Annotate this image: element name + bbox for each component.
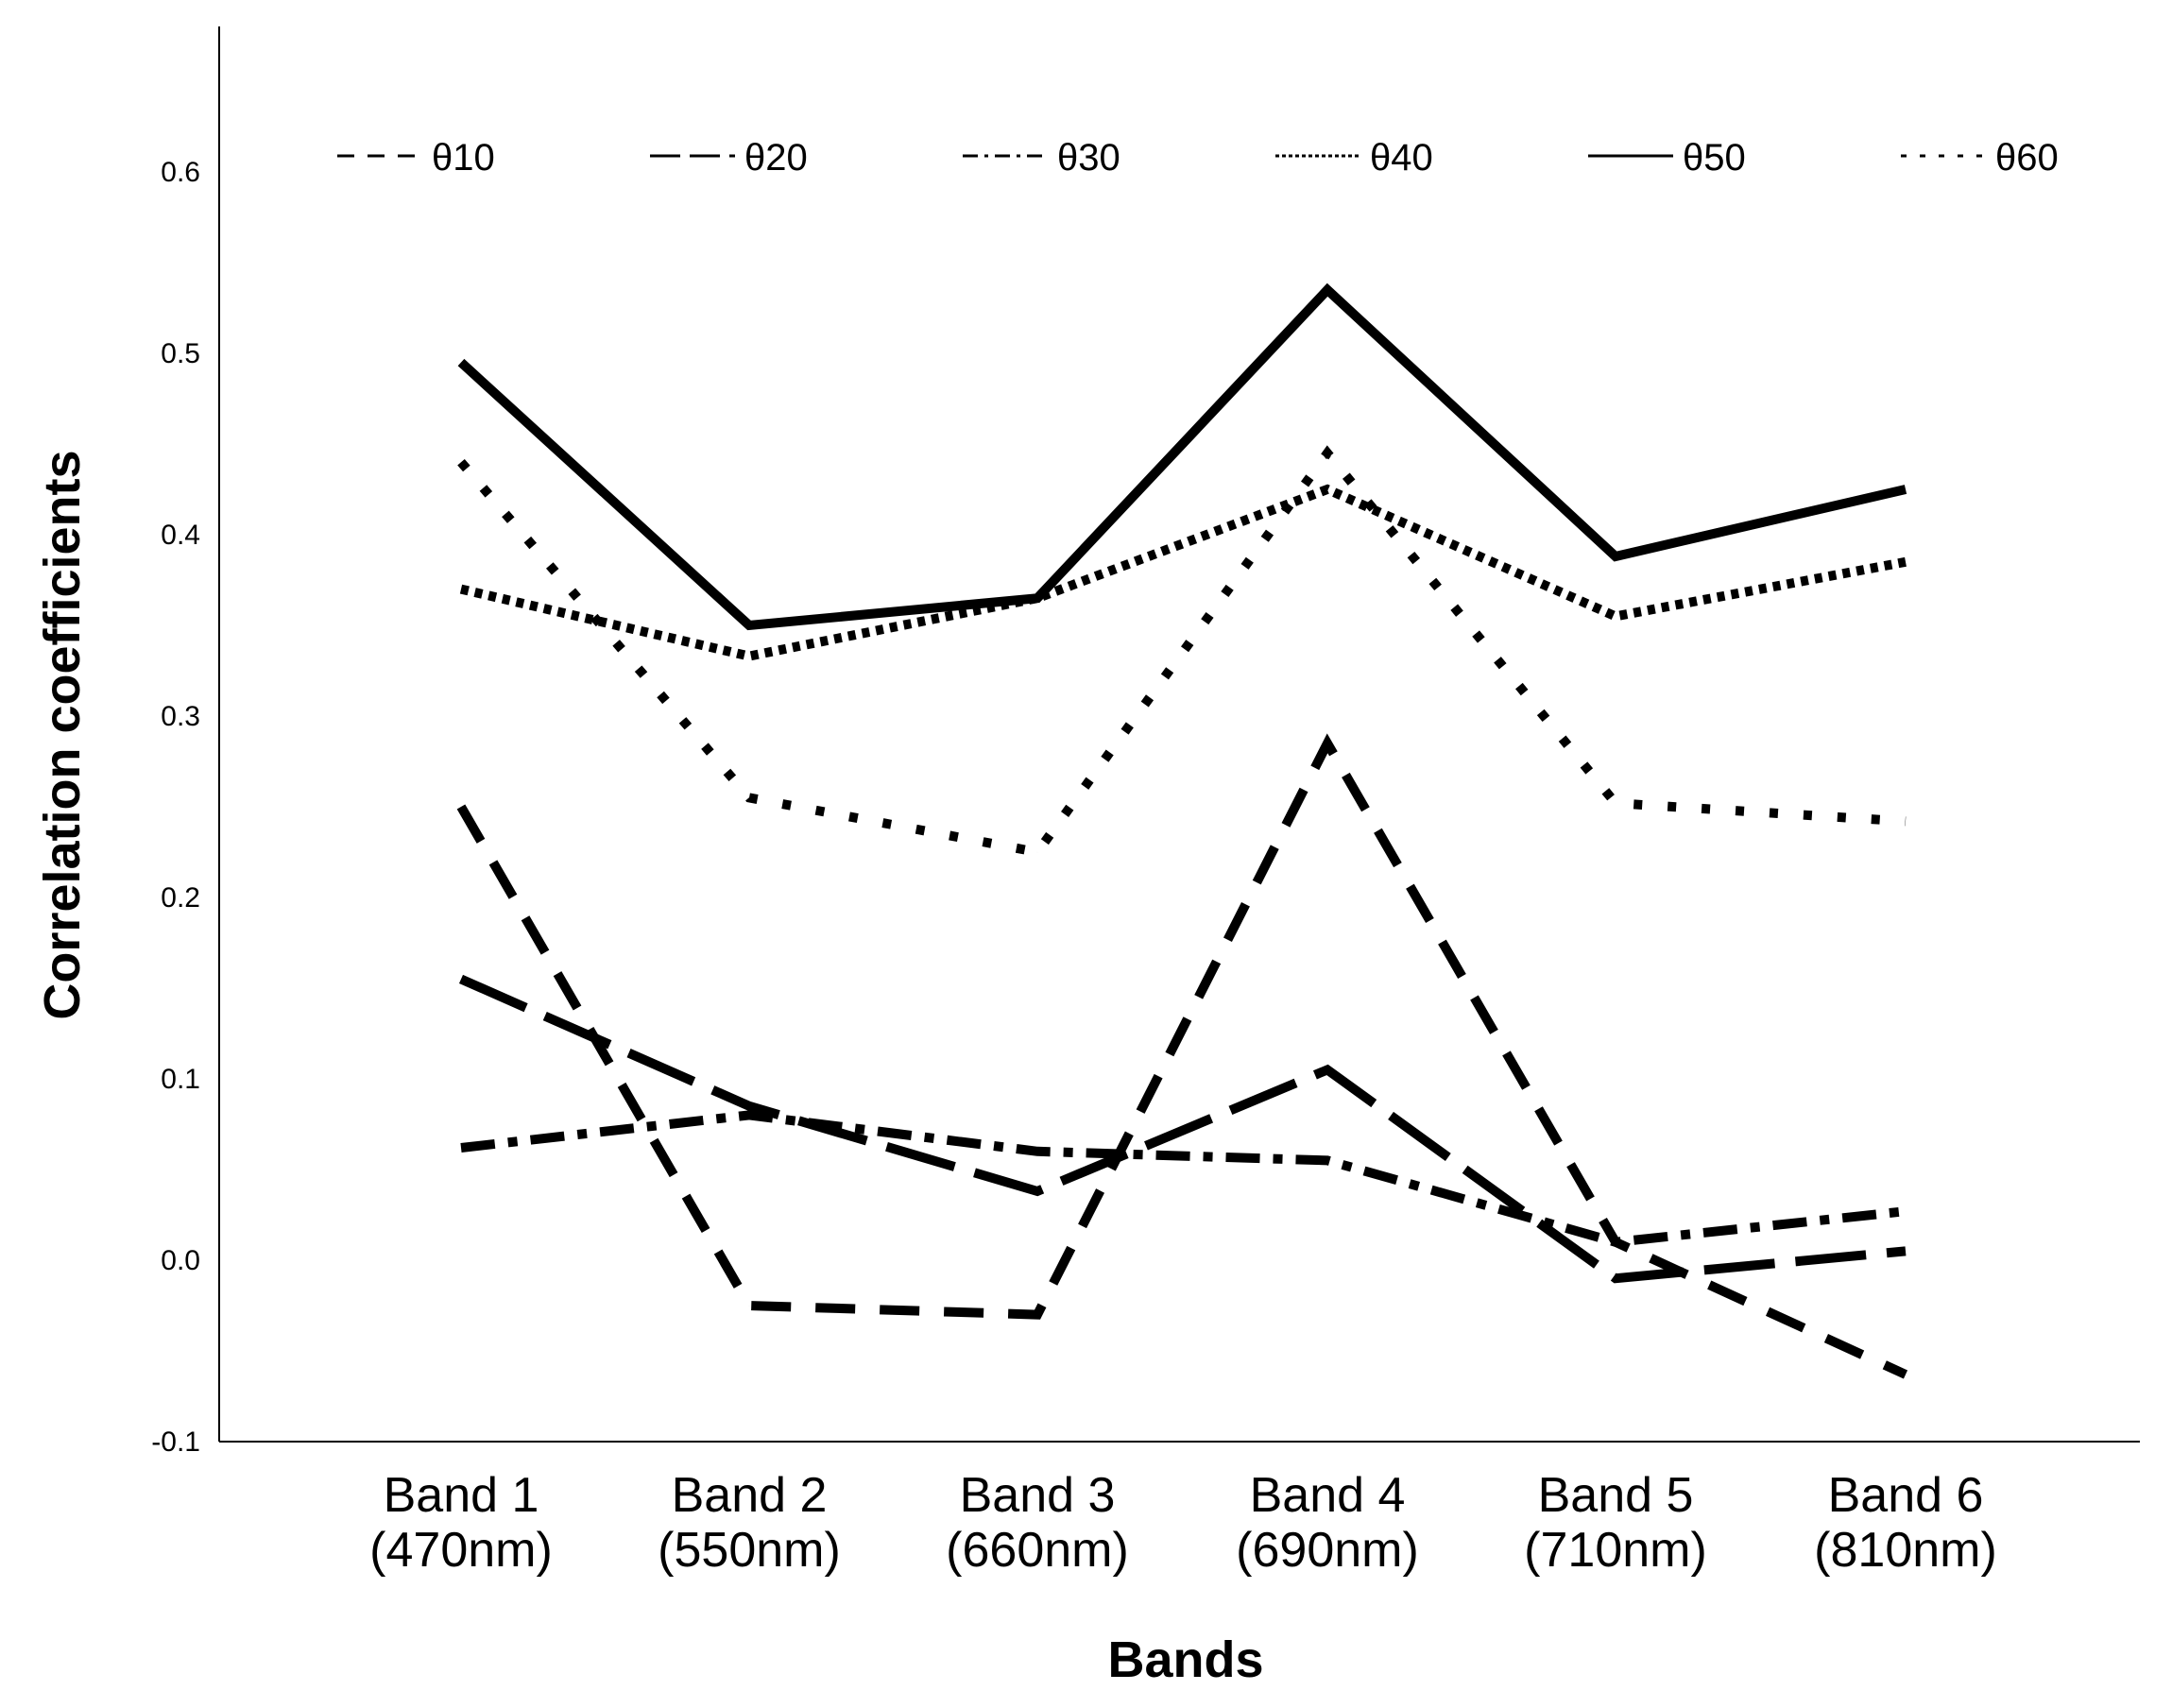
- legend-label: θ30: [1057, 137, 1120, 179]
- x-tick-label: Band 5 (710nm): [1524, 1468, 1707, 1578]
- x-tick-label: Band 3 (660nm): [946, 1468, 1129, 1578]
- y-tick-label: 0.3: [161, 701, 200, 732]
- y-ticks: -0.1 0.0 0.1 0.2 0.3 0.4 0.5 0.6: [151, 157, 200, 1458]
- legend-label: θ10: [432, 137, 495, 179]
- legend: θ10 θ20 θ30 θ40 θ50 θ60: [337, 137, 2059, 179]
- series-lines: [456, 282, 1908, 1379]
- x-tick-label: Band 2 (550nm): [658, 1468, 841, 1578]
- y-tick-label: 0.5: [161, 338, 200, 369]
- series-line-5: [457, 282, 1907, 631]
- x-axis-title: Bands: [1107, 1631, 1263, 1688]
- x-tick-label: Band 6 (810nm): [1814, 1468, 1997, 1578]
- legend-label: θ50: [1683, 137, 1746, 179]
- y-tick-label: 0.6: [161, 157, 200, 188]
- y-tick-label: 0.0: [161, 1245, 200, 1276]
- series-line-4: [459, 484, 1907, 661]
- x-tick-label: Band 4 (690nm): [1236, 1468, 1419, 1578]
- axes: [218, 26, 2140, 1443]
- series-line-1: [456, 733, 1908, 1379]
- legend-label: θ20: [744, 137, 808, 179]
- y-tick-label: 0.2: [161, 882, 200, 914]
- y-tick-label: 0.1: [161, 1064, 200, 1095]
- y-tick-label: -0.1: [151, 1426, 200, 1458]
- series-line-3: [460, 1110, 1907, 1247]
- x-tick-label: Band 1 (470nm): [369, 1468, 553, 1578]
- y-axis-title: Correlation coefficients: [34, 450, 91, 1019]
- series-line-2: [458, 974, 1907, 1284]
- x-ticks: Band 1 (470nm) Band 2 (550nm) Band 3 (660nm) B…: [369, 1468, 1997, 1578]
- legend-label: θ60: [1995, 137, 2059, 179]
- legend-label: θ40: [1370, 137, 1433, 179]
- y-tick-label: 0.4: [161, 520, 200, 551]
